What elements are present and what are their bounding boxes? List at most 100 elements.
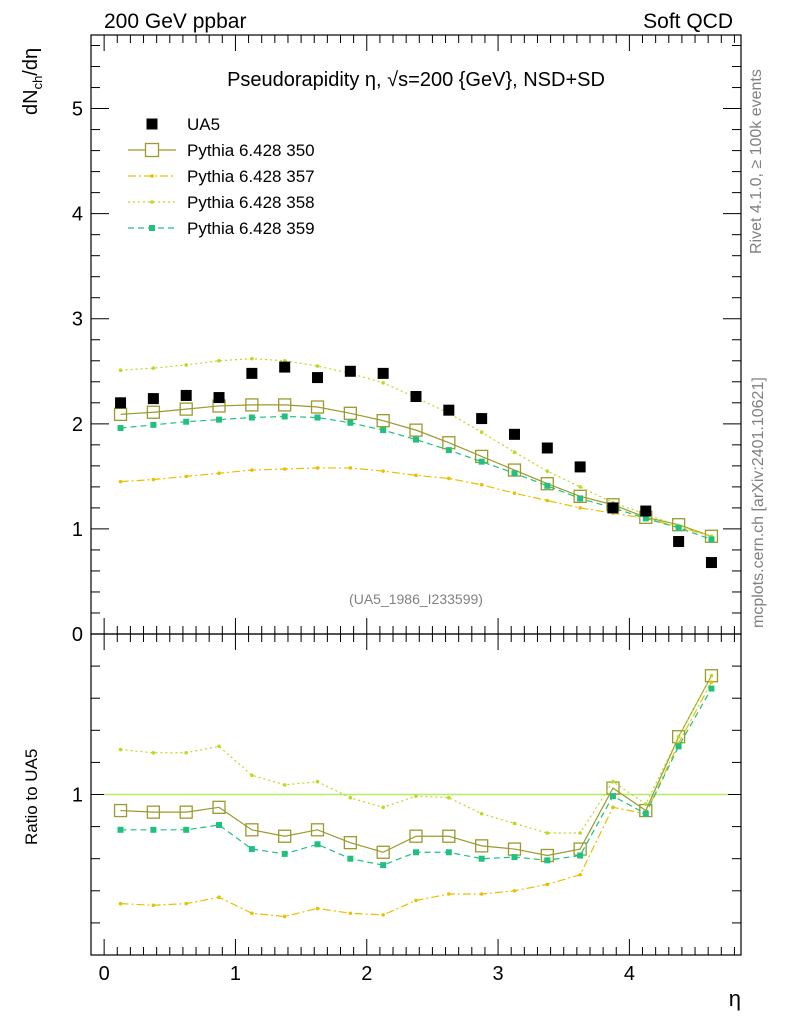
y-tick-label: 4 bbox=[72, 204, 83, 226]
data-point bbox=[216, 821, 223, 828]
legend-marker bbox=[150, 174, 154, 178]
data-point bbox=[642, 515, 649, 522]
data-point bbox=[479, 892, 484, 896]
data-point bbox=[381, 381, 385, 385]
series-line bbox=[120, 681, 712, 918]
legend-label: UA5 bbox=[187, 115, 220, 134]
data-point bbox=[184, 901, 189, 906]
data-point bbox=[150, 421, 157, 428]
data-point bbox=[118, 368, 123, 373]
series-ua5 bbox=[115, 361, 717, 569]
data-point bbox=[545, 469, 550, 473]
data-point bbox=[673, 536, 685, 548]
series-pythia-6-428-357 bbox=[118, 680, 714, 919]
data-point bbox=[512, 821, 517, 826]
data-point bbox=[217, 358, 221, 363]
data-point bbox=[574, 461, 586, 473]
data-point bbox=[578, 831, 582, 835]
ratio-y-tick-label: 1 bbox=[72, 785, 83, 807]
data-point bbox=[213, 392, 225, 404]
data-point bbox=[315, 466, 320, 470]
series-line bbox=[120, 675, 712, 857]
mcplots-label: mcplots.cern.ch [arXiv:2401.10621] bbox=[750, 377, 767, 628]
data-point bbox=[675, 743, 682, 750]
data-point bbox=[115, 397, 127, 409]
data-point bbox=[544, 857, 551, 864]
legend-entry: Pythia 6.428 359 bbox=[128, 219, 315, 238]
data-point bbox=[577, 852, 584, 859]
data-point bbox=[443, 404, 455, 416]
data-point bbox=[146, 405, 161, 419]
data-point bbox=[179, 805, 193, 819]
series-line bbox=[120, 358, 712, 537]
data-point bbox=[118, 747, 123, 752]
data-point bbox=[347, 419, 354, 426]
data-point bbox=[445, 849, 452, 856]
data-point bbox=[184, 363, 189, 367]
data-point bbox=[113, 407, 128, 422]
data-point bbox=[180, 389, 192, 401]
legend-entry: Pythia 6.428 350 bbox=[128, 141, 315, 160]
data-point bbox=[250, 468, 254, 472]
y-tick-label: 3 bbox=[72, 309, 83, 331]
data-point bbox=[250, 773, 254, 778]
data-point bbox=[348, 911, 353, 916]
y-axis-label: dNch/dη bbox=[20, 48, 45, 115]
header-left: 200 GeV ppbar bbox=[104, 10, 246, 33]
series-line bbox=[120, 467, 712, 537]
data-point bbox=[282, 467, 287, 471]
data-point bbox=[246, 367, 258, 379]
data-point bbox=[343, 406, 357, 420]
data-point bbox=[508, 428, 520, 440]
y-tick-label: 1 bbox=[72, 519, 83, 541]
data-point bbox=[381, 469, 385, 473]
data-point bbox=[376, 414, 390, 428]
legend-marker bbox=[146, 118, 158, 130]
legend-label: Pythia 6.428 358 bbox=[187, 193, 315, 212]
data-point bbox=[414, 473, 418, 478]
data-point bbox=[409, 423, 423, 437]
data-point bbox=[577, 495, 584, 502]
data-point bbox=[414, 794, 418, 798]
data-point bbox=[151, 366, 156, 370]
chart-title: Pseudorapidity η, √s=200 {GeV}, NSD+SD bbox=[227, 69, 605, 91]
data-point bbox=[708, 536, 715, 543]
data-point bbox=[315, 779, 320, 784]
data-point bbox=[117, 826, 124, 833]
data-point bbox=[248, 414, 255, 421]
ratio-y-axis-label: Ratio to UA5 bbox=[22, 749, 41, 845]
legend-entry: UA5 bbox=[146, 115, 220, 134]
legend-marker bbox=[144, 142, 160, 158]
data-point bbox=[250, 356, 254, 361]
data-point bbox=[344, 365, 356, 377]
data-point bbox=[150, 826, 157, 833]
x-axis-label: η bbox=[729, 986, 741, 1011]
data-point bbox=[409, 829, 423, 843]
data-point bbox=[310, 400, 325, 414]
series-pythia-6-428-357 bbox=[118, 466, 714, 539]
legend-entry: Pythia 6.428 358 bbox=[128, 193, 315, 212]
data-point bbox=[705, 557, 717, 569]
data-point bbox=[217, 895, 221, 900]
data-point bbox=[377, 367, 389, 379]
data-point bbox=[348, 466, 353, 470]
x-tick-label: 2 bbox=[361, 963, 372, 985]
data-point bbox=[281, 850, 288, 857]
x-tick-label: 1 bbox=[230, 963, 241, 985]
series-pythia-6-428-358 bbox=[118, 673, 714, 835]
data-point bbox=[675, 524, 682, 531]
data-point bbox=[413, 849, 419, 856]
data-point bbox=[381, 913, 385, 917]
data-point bbox=[640, 505, 652, 517]
data-point bbox=[447, 795, 451, 800]
data-point bbox=[479, 811, 484, 816]
data-point bbox=[279, 361, 291, 373]
data-point bbox=[478, 855, 485, 862]
data-point bbox=[212, 800, 226, 814]
series-pythia-6-428-358 bbox=[118, 356, 714, 539]
rivet-label: Rivet 4.1.0, ≥ 100k events bbox=[748, 69, 765, 254]
data-point bbox=[184, 474, 189, 479]
data-point bbox=[479, 430, 484, 435]
y-tick-label: 2 bbox=[72, 414, 83, 436]
data-point bbox=[146, 805, 161, 819]
